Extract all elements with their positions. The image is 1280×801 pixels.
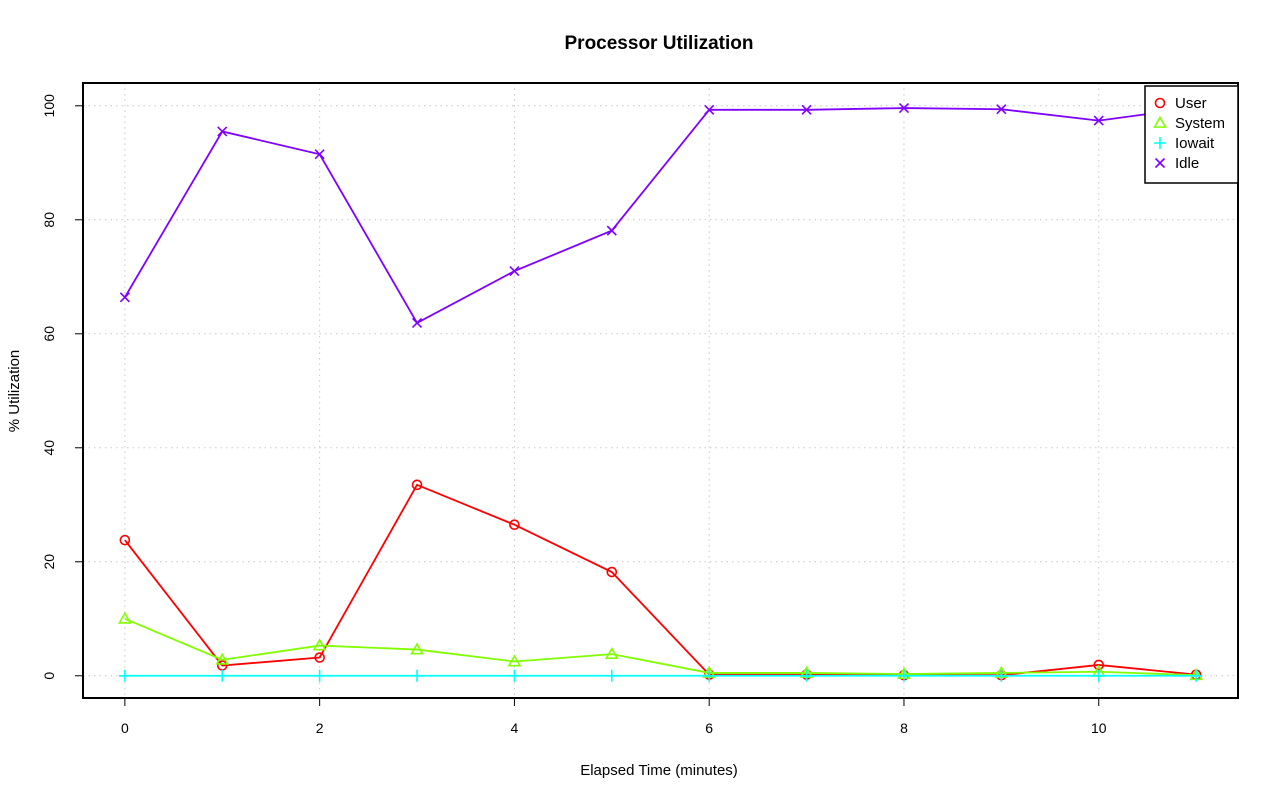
x-tick-label: 8: [900, 720, 908, 736]
y-tick-label: 0: [41, 672, 57, 680]
legend-marker-iowait: [1154, 137, 1166, 149]
y-tick-label: 20: [41, 554, 57, 570]
chart-title: Processor Utilization: [565, 33, 754, 54]
data-point-user: [411, 479, 423, 491]
data-point-iowait: [313, 669, 326, 682]
data-point-system: [117, 611, 132, 624]
legend-label-system: System: [1175, 115, 1225, 132]
data-point-user: [606, 566, 618, 578]
data-point-iowait: [1092, 669, 1105, 682]
data-point-iowait: [1190, 669, 1203, 682]
y-tick-label: 100: [41, 94, 57, 118]
y-axis-label: % Utilization: [6, 350, 23, 433]
legend: User System Iowait Idle: [1144, 85, 1239, 184]
x-tick-label: 6: [705, 720, 713, 736]
plot-frame: [82, 82, 1239, 699]
data-point-iowait: [508, 669, 521, 682]
legend-label-idle: Idle: [1175, 155, 1199, 172]
data-point-idle: [217, 126, 228, 137]
legend-label-user: User: [1175, 95, 1207, 112]
y-tick-label: 80: [41, 212, 57, 228]
x-tick-label: 0: [121, 720, 129, 736]
data-point-idle: [509, 266, 520, 277]
data-point-user: [119, 534, 131, 546]
data-point-iowait: [605, 669, 618, 682]
data-point-idle: [1093, 115, 1104, 126]
plot-series: [117, 102, 1204, 682]
data-point-iowait: [216, 669, 229, 682]
x-axis-label: Elapsed Time (minutes): [580, 762, 738, 779]
data-point-iowait: [897, 669, 910, 682]
x-tick-label: 10: [1091, 720, 1107, 736]
data-point-idle: [119, 292, 130, 303]
x-tick-label: 4: [511, 720, 519, 736]
legend-marker-idle: [1154, 157, 1166, 169]
data-point-idle: [314, 149, 325, 160]
series-line-idle: [124, 106, 1197, 325]
data-point-system: [312, 638, 327, 651]
data-point-idle: [898, 103, 910, 114]
data-point-idle: [996, 104, 1007, 115]
legend-marker-system: [1153, 115, 1167, 128]
data-point-user: [1093, 659, 1105, 671]
data-point-idle: [704, 104, 715, 115]
data-point-system: [507, 654, 522, 667]
data-point-iowait: [411, 669, 424, 682]
legend-box: [1144, 85, 1239, 184]
grid: [83, 83, 1238, 698]
data-point-system: [604, 646, 619, 660]
data-point-iowait: [703, 669, 716, 682]
data-point-iowait: [800, 669, 813, 682]
data-point-idle: [411, 317, 423, 329]
data-point-system: [410, 642, 424, 655]
data-point-idle: [801, 104, 812, 115]
data-point-idle: [606, 225, 617, 236]
series-line-user: [124, 483, 1197, 677]
series-line-system: [124, 617, 1197, 677]
data-point-user: [314, 652, 325, 663]
x-tick-label: 2: [316, 720, 324, 736]
data-point-user: [509, 519, 520, 531]
data-point-iowait: [118, 669, 131, 682]
data-point-system: [215, 652, 230, 665]
data-point-iowait: [995, 669, 1008, 682]
y-tick-label: 40: [41, 440, 57, 456]
legend-label-iowait: Iowait: [1175, 135, 1215, 152]
y-tick-label: 60: [41, 326, 57, 342]
legend-marker-user: [1154, 97, 1166, 109]
